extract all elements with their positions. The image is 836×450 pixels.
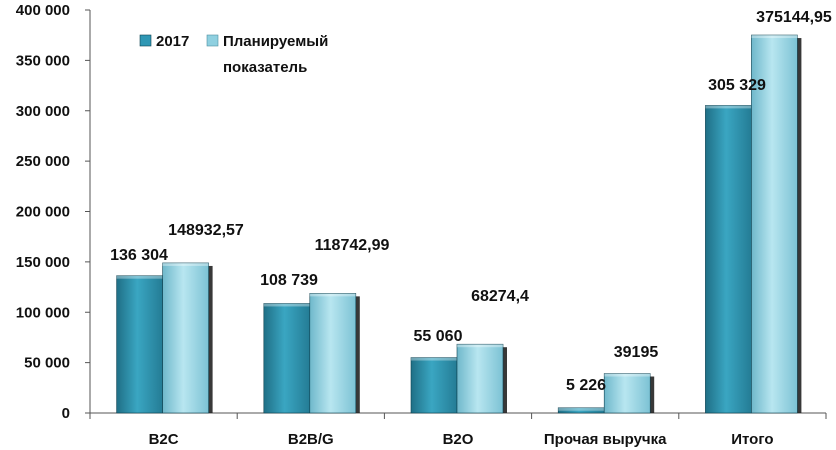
data-label: 375144,95 [756,9,832,26]
bar-series-2017 [263,303,311,414]
y-tick-label: 0 [62,405,70,422]
bar-series-2017 [116,275,163,414]
data-labels: 136 304 108 739 55 060 5 226 305 329 148932,5… [110,9,832,394]
y-tick-label: 150 000 [16,254,70,271]
legend-swatch-planned [206,34,219,47]
data-label: 148932,57 [168,222,244,239]
y-tick-label: 400 000 [16,2,70,19]
x-tick-label: B2C [149,431,179,448]
x-tick-label: B2O [443,431,474,448]
bar-highlight [751,35,798,39]
legend-label-planned-line2: показатель [223,59,307,76]
bar-series-planned [751,34,798,414]
bar-series-2017 [705,105,752,414]
axes: 0 50 000 100 000 150 000 200 000 250 000 300 0… [16,2,827,448]
y-tick-label: 350 000 [16,52,70,69]
y-tick-label: 200 000 [16,204,70,221]
data-label: 55 060 [414,328,463,345]
data-label: 305 329 [708,77,766,94]
data-label: 118742,99 [315,237,390,254]
y-tick-label: 50 000 [24,355,70,372]
x-tick-label: Прочая выручка [544,431,667,448]
data-label: 68274,4 [471,288,529,305]
y-tick-label: 250 000 [16,153,70,170]
data-label: 136 304 [110,247,168,264]
bar-highlight [263,303,310,307]
bar-highlight [411,357,457,361]
bar-highlight [604,373,651,377]
bar-highlight [457,344,503,348]
x-tick-label: Итого [731,431,773,448]
bars [116,34,802,414]
bar-highlight [558,407,605,411]
bar-series-planned [456,343,504,414]
data-label: 5 226 [566,377,606,394]
data-label: 39195 [614,344,659,361]
bar-highlight [309,293,356,297]
bar-series-planned [162,262,209,414]
legend: 2017 Планируемый показатель [139,33,328,76]
data-label: 108 739 [260,272,318,289]
y-tick-label: 100 000 [16,304,70,321]
bar-series-planned [309,293,357,414]
bar-series-planned [603,373,651,414]
x-tick-label: B2B/G [288,431,334,448]
legend-label-2017: 2017 [156,33,189,50]
legend-label-planned-line1: Планируемый [223,33,328,50]
y-tick-label: 300 000 [16,103,70,120]
bar-highlight [162,262,209,266]
bar-series-2017 [410,357,458,414]
bar-highlight [705,105,752,109]
legend-swatch-2017 [139,34,152,47]
bar-highlight [116,275,163,279]
